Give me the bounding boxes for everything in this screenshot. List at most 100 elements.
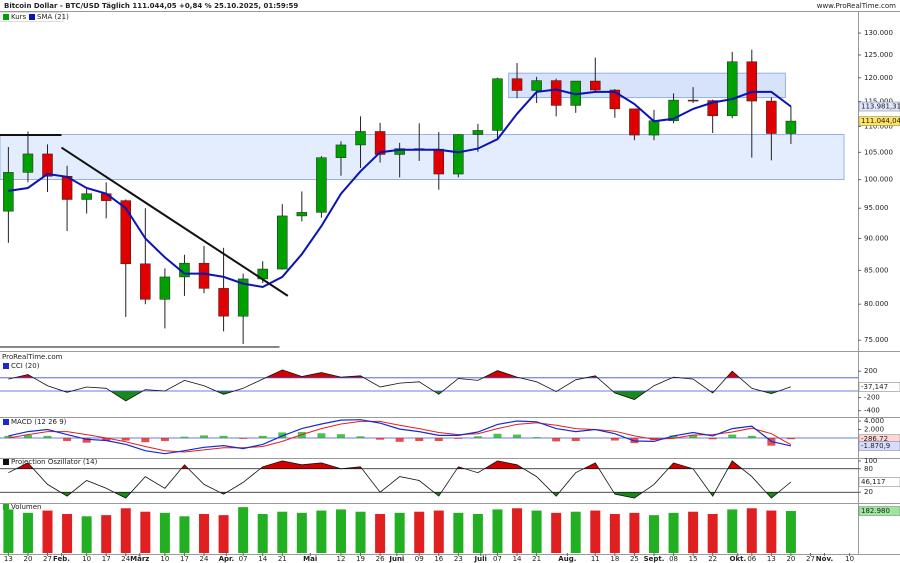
- candle-body: [218, 288, 229, 317]
- x-tick-label: 17: [180, 555, 189, 563]
- histogram-bar: [43, 435, 52, 438]
- volume-bar: [472, 514, 483, 553]
- histogram-bar: [82, 437, 91, 443]
- x-tick-label: 23: [454, 555, 463, 563]
- y-tick-label: -400: [864, 407, 880, 415]
- volume-bar: [42, 510, 53, 553]
- legend-label: MACD (12 26 9): [11, 418, 67, 426]
- x-tick-label: Nov.: [816, 555, 833, 563]
- volume-bar: [570, 511, 581, 553]
- x-tick-label: 19: [356, 555, 365, 563]
- x-tick-label: Juni: [388, 555, 404, 563]
- y-tick-label: 200: [864, 367, 877, 375]
- histogram-bar: [376, 437, 385, 440]
- panel-legend: Volumen: [3, 503, 41, 511]
- volume-bar: [785, 511, 796, 553]
- panel-legend: Projection Oszillator (14): [3, 458, 98, 466]
- candle-body: [687, 99, 699, 102]
- candle-body: [22, 153, 34, 173]
- x-tick-label: Mai: [303, 555, 317, 563]
- volume-bar: [355, 511, 366, 553]
- macd-line: [8, 419, 792, 455]
- candle-body: [550, 80, 562, 106]
- legend-label: Volumen: [11, 503, 41, 511]
- histogram-bar: [689, 435, 698, 438]
- panel-legend: CCI (20): [3, 362, 40, 370]
- histogram-bar: [669, 435, 678, 438]
- candle-body: [316, 157, 327, 213]
- histogram-bar: [395, 437, 404, 442]
- volume-bar: [492, 509, 503, 553]
- indicator-line: [8, 369, 792, 402]
- volume-bar: [218, 515, 229, 553]
- candle-body: [374, 131, 386, 155]
- candle-body: [492, 78, 503, 131]
- volume-bar: [257, 514, 268, 553]
- histogram-bar: [513, 434, 522, 438]
- volume-bar: [648, 515, 659, 553]
- volume-bar: [707, 514, 718, 553]
- value-marker: [858, 506, 900, 516]
- y-tick-label: 85.000: [864, 266, 889, 274]
- x-tick-label: Okt.: [730, 555, 747, 563]
- histogram-bar: [219, 435, 228, 438]
- candle-body: [394, 148, 405, 155]
- volume-bar: [609, 514, 620, 553]
- zone: [508, 72, 786, 99]
- histogram-bar: [532, 437, 541, 438]
- histogram-bar: [121, 437, 130, 441]
- candle-body: [766, 100, 777, 134]
- y-tick-label: 125.000: [864, 51, 893, 59]
- histogram-bar: [258, 435, 267, 438]
- x-tick-label: 25: [630, 555, 639, 563]
- x-tick-label: 17: [102, 555, 111, 563]
- y-tick-label: 90.000: [864, 234, 889, 242]
- low-fill: [60, 492, 779, 499]
- candle-body: [81, 193, 92, 200]
- volume-bar: [199, 514, 210, 553]
- volume-bar: [551, 512, 562, 553]
- candle-body: [296, 212, 308, 217]
- volume-bar: [629, 512, 640, 553]
- candle-body: [159, 276, 171, 300]
- value-marker-label: 46,117: [861, 478, 886, 486]
- value-marker-label: -1.870,9: [861, 442, 890, 450]
- histogram-bar: [728, 434, 737, 438]
- y-tick-label: 80: [864, 465, 873, 473]
- candle-body: [453, 134, 464, 175]
- candle-body: [120, 200, 132, 265]
- histogram-bar: [180, 436, 189, 438]
- candle-body: [433, 148, 445, 175]
- volume-bar: [22, 512, 33, 553]
- x-tick-label: 27: [806, 555, 815, 563]
- histogram-bar: [4, 435, 13, 438]
- y-tick-label: 20: [864, 488, 873, 496]
- y-tick-label: 2.000: [864, 425, 884, 433]
- x-tick-label: 24: [121, 555, 130, 563]
- x-tick-label: Aug.: [558, 555, 576, 563]
- volume-bar: [120, 508, 131, 553]
- x-tick-label: 09: [415, 555, 424, 563]
- y-tick-label: 115.000: [864, 98, 893, 106]
- candle-body: [277, 215, 288, 270]
- candle-body: [648, 120, 660, 136]
- candle-body: [511, 78, 523, 91]
- volume-bar: [335, 509, 346, 553]
- y-tick-label: 120.000: [864, 74, 893, 82]
- x-tick-label: Feb.: [53, 555, 70, 563]
- x-tick-label: 10: [845, 555, 854, 563]
- histogram-bar: [102, 437, 111, 441]
- x-tick-label: Juli: [474, 555, 487, 563]
- histogram-bar: [454, 437, 463, 439]
- legend-label: SMA (21): [37, 13, 69, 21]
- candle-body: [707, 100, 718, 117]
- panel-legend: MACD (12 26 9): [3, 418, 67, 426]
- candle-body: [726, 61, 738, 117]
- x-tick-label: 06: [747, 555, 756, 563]
- candle-body: [590, 80, 601, 91]
- x-tick-label: 22: [708, 555, 717, 563]
- volume-bar: [277, 511, 288, 553]
- x-tick-label: 14: [513, 555, 522, 563]
- x-tick-label: 07: [239, 555, 248, 563]
- histogram-bar: [239, 437, 248, 439]
